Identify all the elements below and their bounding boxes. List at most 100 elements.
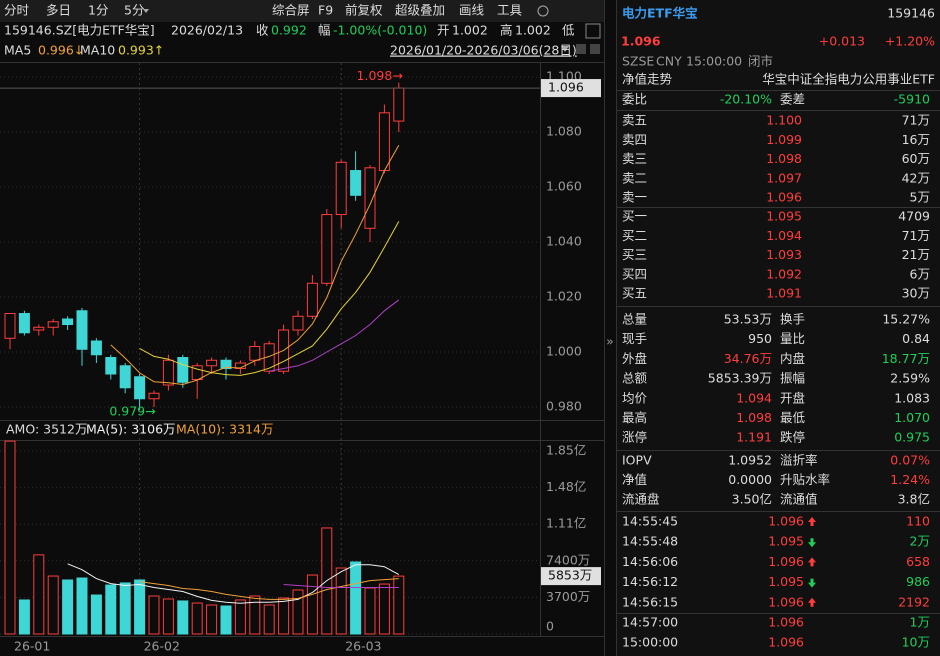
stat-label: 升贴水率 bbox=[780, 472, 830, 487]
price-change-pct: +1.20% bbox=[885, 34, 935, 49]
x-tick-label: 26-02 bbox=[144, 639, 180, 654]
volume-bar bbox=[206, 604, 218, 635]
candle-body bbox=[18, 313, 30, 334]
tool-button[interactable]: 工具 bbox=[497, 3, 523, 18]
candle-body bbox=[90, 340, 102, 356]
volume-bar bbox=[90, 594, 102, 635]
info-low-label: 低 bbox=[562, 23, 575, 38]
stat-label: 开盘 bbox=[780, 390, 805, 405]
export-icon[interactable] bbox=[585, 23, 601, 39]
book-price: 1.092 bbox=[766, 266, 802, 281]
legend-name: MA5 bbox=[4, 43, 31, 58]
volume-bar bbox=[191, 602, 203, 635]
y-tick-label: 1.000 bbox=[546, 344, 582, 359]
trade-price: 1.096 bbox=[768, 514, 804, 529]
stat-label: IOPV bbox=[622, 453, 652, 468]
period-menu-arrow[interactable] bbox=[143, 9, 149, 13]
info-range-label: 幅 bbox=[318, 23, 331, 38]
candle-body bbox=[105, 357, 117, 375]
book-label: 买二 bbox=[622, 228, 647, 243]
nav-link[interactable]: 净值走势 bbox=[622, 72, 673, 87]
last-volume-label: 5853万 bbox=[548, 568, 592, 583]
tool-button[interactable]: 综合屏 bbox=[272, 3, 310, 18]
volume-bar bbox=[148, 595, 160, 635]
stat-value: 1.191 bbox=[736, 430, 772, 445]
y-tick-label: 1.080 bbox=[546, 124, 582, 139]
minus-icon[interactable] bbox=[576, 44, 586, 54]
book-volume: 60万 bbox=[902, 151, 930, 166]
candle-body bbox=[148, 392, 160, 400]
y-tick-label: 7400万 bbox=[546, 552, 590, 567]
candle-body bbox=[249, 346, 261, 361]
book-volume: 30万 bbox=[902, 286, 930, 301]
trade-volume: 110 bbox=[906, 514, 930, 529]
period-tab[interactable]: 多日 bbox=[46, 3, 71, 18]
candle-body bbox=[76, 310, 88, 350]
tool-button[interactable]: 超级叠加 bbox=[395, 3, 445, 18]
book-price: 1.098 bbox=[766, 151, 802, 166]
y-tick-label: 1.11亿 bbox=[546, 516, 586, 531]
last-price: 1.096 bbox=[621, 34, 661, 49]
ma-line bbox=[269, 299, 400, 372]
period-dropdown[interactable] bbox=[561, 46, 569, 52]
book-label: 卖四 bbox=[622, 132, 647, 147]
tool-button[interactable]: 前复权 bbox=[345, 3, 383, 18]
legend-name: MA(5): 3106万 bbox=[86, 422, 176, 437]
candle-body bbox=[321, 214, 333, 284]
stat-value: 2.59% bbox=[890, 371, 930, 386]
stat-value: 1.094 bbox=[736, 390, 772, 405]
period-tab[interactable]: 5分 bbox=[124, 3, 144, 18]
high-annotation: 1.098→ bbox=[357, 68, 403, 83]
volume-bar bbox=[263, 604, 275, 635]
book-price: 1.100 bbox=[766, 113, 802, 128]
full-name: 华宝中证全指电力公用事业ETF bbox=[762, 72, 935, 87]
tool-button[interactable]: F9 bbox=[318, 3, 333, 18]
period-range[interactable]: 2026/01/20-2026/03/06(28日) bbox=[390, 43, 577, 58]
trade-arrow-up bbox=[808, 597, 816, 607]
book-label: 买五 bbox=[622, 286, 647, 301]
stat-value: 1.070 bbox=[894, 410, 930, 425]
tool-button[interactable]: 画线 bbox=[459, 3, 485, 18]
info-open-label: 开 bbox=[437, 23, 450, 38]
info-symbol: 159146.SZ[电力ETF华宝] bbox=[4, 23, 155, 38]
stat-label: 净值 bbox=[622, 472, 647, 487]
status-item: CNY bbox=[656, 54, 682, 69]
book-volume: 42万 bbox=[902, 170, 930, 185]
trade-arrow-down bbox=[808, 578, 816, 588]
trade-price: 1.096 bbox=[768, 594, 804, 609]
period-tab[interactable]: 分时 bbox=[4, 3, 30, 18]
book-volume: 71万 bbox=[902, 113, 930, 128]
candle-body bbox=[177, 357, 189, 383]
stat-label: 最高 bbox=[622, 410, 647, 425]
stat-value: 1.0952 bbox=[728, 453, 772, 468]
volume-bar bbox=[162, 598, 174, 635]
last-price-tag bbox=[541, 79, 601, 98]
trade-volume: 10万 bbox=[902, 635, 930, 650]
settings-icon[interactable] bbox=[537, 5, 549, 17]
candle-body bbox=[119, 365, 131, 389]
y-tick-label: 1.040 bbox=[546, 234, 582, 249]
trade-time: 14:56:12 bbox=[622, 574, 678, 589]
period-tab[interactable]: 1分 bbox=[88, 3, 108, 18]
volume-bar bbox=[62, 579, 74, 635]
candle-body bbox=[378, 112, 390, 172]
trade-volume: 2万 bbox=[910, 534, 930, 549]
stat-label: 总量 bbox=[622, 312, 647, 327]
stat-label: 最低 bbox=[780, 410, 806, 425]
x-tick-label: 26-01 bbox=[14, 639, 50, 654]
candle-body bbox=[292, 315, 304, 331]
stat-value: 0.975 bbox=[894, 430, 930, 445]
collapse-toggle[interactable]: » bbox=[606, 334, 614, 349]
trade-price: 1.096 bbox=[768, 554, 804, 569]
volume-bar bbox=[220, 605, 232, 635]
stat-value: 1.083 bbox=[894, 390, 930, 405]
trade-volume: 2192 bbox=[898, 594, 930, 609]
stat-value: -5910 bbox=[894, 92, 930, 107]
plus-icon[interactable] bbox=[590, 44, 600, 54]
book-volume: 21万 bbox=[902, 247, 930, 262]
trade-time: 14:57:00 bbox=[622, 615, 678, 630]
candle-body bbox=[335, 161, 347, 216]
trade-price: 1.095 bbox=[768, 574, 804, 589]
last-volume-tag bbox=[541, 567, 601, 586]
status-item: SZSE bbox=[622, 54, 654, 69]
